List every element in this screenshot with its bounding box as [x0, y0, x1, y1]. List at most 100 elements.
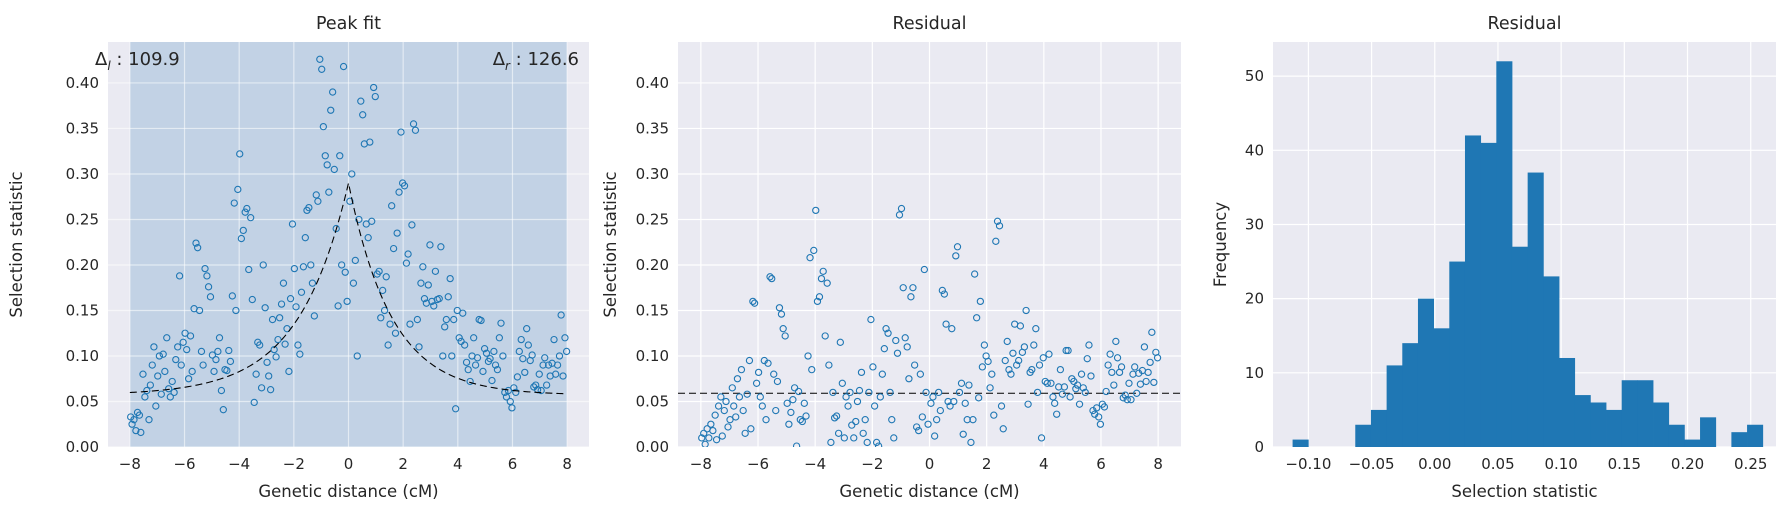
data-point — [1081, 388, 1089, 397]
data-point — [228, 292, 236, 300]
data-point — [225, 346, 233, 355]
data-point — [1096, 420, 1105, 428]
data-point — [712, 436, 721, 444]
data-point — [431, 267, 440, 275]
data-point — [348, 170, 356, 178]
data-point — [206, 293, 215, 301]
data-point — [1146, 358, 1154, 367]
data-point — [912, 423, 921, 431]
data-point — [325, 188, 333, 196]
data-point — [1123, 396, 1131, 404]
x-tick-label: −4 — [228, 455, 250, 473]
data-point — [263, 358, 271, 367]
data-point — [876, 393, 884, 401]
data-point — [1121, 391, 1129, 399]
data-point — [1060, 383, 1069, 391]
data-point — [316, 55, 324, 63]
histogram-bar — [1511, 246, 1529, 447]
data-point — [1087, 372, 1095, 380]
data-point — [1150, 378, 1158, 387]
data-point — [330, 165, 338, 174]
data-point — [846, 388, 854, 397]
histogram-bar — [1480, 142, 1497, 447]
data-point — [379, 286, 387, 295]
data-point — [380, 306, 389, 315]
data-point — [561, 334, 569, 342]
histogram-bar — [1747, 424, 1764, 447]
data-point — [426, 241, 434, 249]
data-point — [762, 416, 770, 424]
data-point — [247, 214, 255, 222]
delta-right-annotation: Δr : 126.6 — [493, 49, 579, 73]
data-point — [850, 434, 858, 442]
data-point — [1108, 368, 1116, 377]
data-point — [265, 372, 273, 380]
data-point — [802, 412, 810, 420]
data-point — [934, 388, 943, 397]
data-point — [1100, 403, 1109, 411]
y-tick-label: 10 — [1245, 364, 1264, 382]
histogram-bar — [1370, 409, 1388, 447]
data-point — [506, 397, 514, 406]
data-point — [502, 393, 511, 401]
data-point — [451, 405, 460, 413]
histogram-bar — [1668, 424, 1685, 447]
data-point — [341, 268, 349, 276]
data-point — [279, 279, 288, 287]
data-point — [1013, 361, 1021, 369]
data-point — [893, 349, 902, 357]
data-point — [477, 316, 485, 325]
data-point — [1009, 349, 1017, 357]
data-point — [132, 426, 140, 435]
data-point — [992, 237, 1000, 245]
data-point — [1043, 379, 1051, 387]
data-point — [420, 295, 429, 303]
data-point — [297, 288, 306, 296]
data-point — [319, 122, 328, 131]
data-point — [1005, 365, 1013, 374]
data-point — [237, 234, 246, 243]
data-point — [764, 359, 772, 367]
chart-title: Peak fit — [316, 14, 381, 34]
data-point — [821, 332, 829, 340]
data-point — [787, 408, 795, 417]
data-point — [294, 341, 302, 349]
data-point — [783, 399, 791, 407]
data-point — [1104, 361, 1112, 369]
data-point — [874, 442, 883, 447]
data-point — [890, 434, 898, 442]
data-point — [1047, 379, 1055, 387]
x-tick-label: 0 — [925, 455, 935, 473]
data-point — [299, 263, 308, 271]
data-layer — [678, 204, 1181, 447]
data-point — [720, 406, 728, 415]
y-tick-label: 0.10 — [66, 347, 99, 365]
data-point — [236, 150, 244, 158]
data-point — [929, 393, 937, 401]
x-tick-label: 2 — [982, 455, 992, 473]
data-point — [779, 325, 787, 333]
x-tick-label: 0 — [344, 455, 354, 473]
histogram-bar — [1684, 439, 1701, 447]
data-point — [537, 386, 545, 395]
data-point — [813, 297, 822, 306]
data-point — [482, 349, 491, 357]
data-point — [524, 341, 532, 349]
x-tick-label: −4 — [804, 455, 826, 473]
data-point — [965, 381, 973, 389]
data-point — [739, 406, 747, 415]
histogram-bar — [1653, 402, 1670, 447]
data-point — [997, 402, 1006, 410]
data-point — [798, 417, 806, 426]
data-point — [785, 420, 793, 428]
data-point — [1020, 343, 1029, 351]
residual-scatter-panel: −8 −6 −4 −2 0 2 4 6 8 0.00 0.05 0.10 0.15 0.20 0.25 0.3… — [601, 14, 1181, 501]
data-point — [270, 345, 278, 354]
data-point — [210, 367, 218, 376]
data-point — [829, 388, 837, 397]
data-point — [852, 417, 860, 426]
data-point — [1037, 434, 1046, 442]
data-point — [1125, 379, 1133, 387]
data-point — [1136, 380, 1145, 388]
